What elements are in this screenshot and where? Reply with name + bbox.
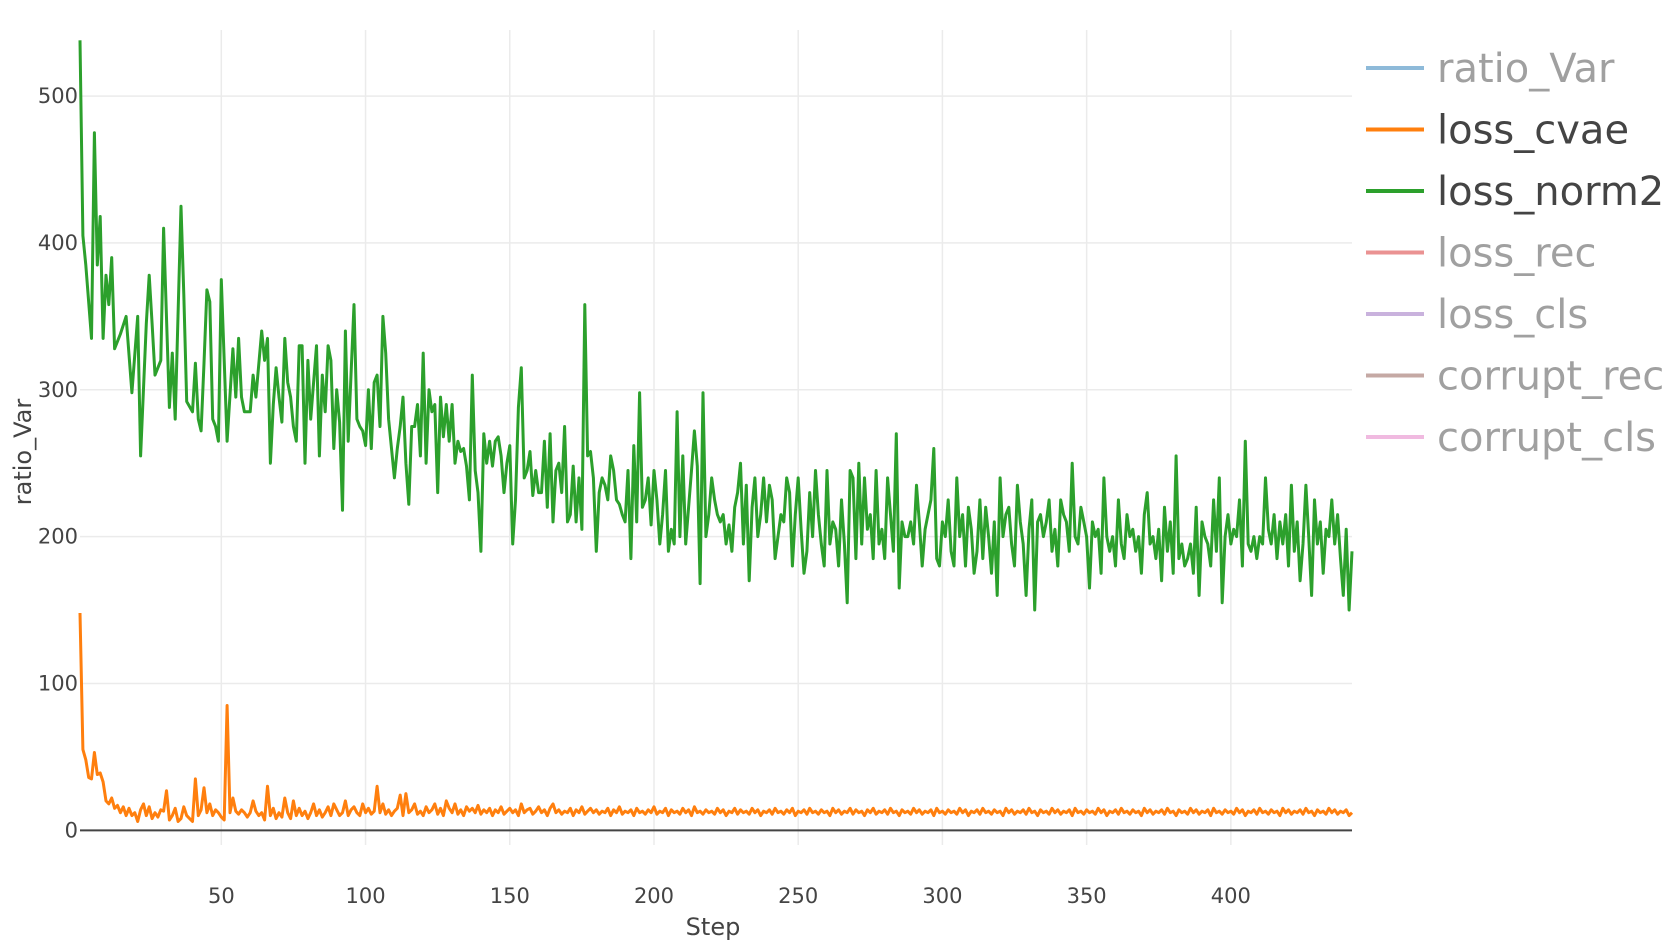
legend-label: loss_cvae [1437,108,1629,154]
legend-item-ratio-Var[interactable]: ratio_Var [1366,46,1615,92]
legend: ratio_Var loss_cvae loss_norm2 loss_recloss… [1366,46,1664,461]
legend-item-loss-rec[interactable]: loss_rec [1366,231,1596,277]
legend-label: corrupt_rec [1437,354,1664,400]
legend-item-loss-norm2[interactable]: loss_norm2 [1366,169,1664,215]
y-axis-title: ratio_Var [9,399,37,506]
x-tick-label: 400 [1211,884,1251,908]
x-tick-label: 300 [922,884,962,908]
legend-label: ratio_Var [1437,46,1615,92]
legend-label: loss_cls [1437,292,1588,338]
x-tick-label: 50 [208,884,235,908]
x-axis-ticks: 50 100 150 200 250 300 350 400 [208,884,1251,908]
y-tick-label: 0 [65,818,78,842]
y-tick-label: 400 [38,231,78,255]
y-tick-label: 500 [38,84,78,108]
y-tick-label: 100 [38,671,78,695]
x-axis-title: Step [686,913,741,941]
x-tick-label: 250 [778,884,818,908]
legend-item-loss-cvae[interactable]: loss_cvae [1366,108,1629,154]
legend-item-corrupt-rec[interactable]: corrupt_rec [1366,354,1664,400]
legend-label: loss_rec [1437,231,1596,277]
y-axis-ticks: 0 100 200 300 400 500 [38,84,78,842]
series-line-loss-norm2 [78,40,1354,612]
y-tick-label: 200 [38,525,78,549]
x-tick-label: 350 [1067,884,1107,908]
legend-item-corrupt-cls[interactable]: corrupt_cls [1366,415,1656,461]
x-tick-label: 200 [634,884,674,908]
x-tick-label: 150 [490,884,530,908]
y-tick-label: 300 [38,378,78,402]
x-tick-label: 100 [346,884,386,908]
series-layer [78,40,1354,823]
legend-label: corrupt_cls [1437,415,1656,461]
series-line-loss-cvae [78,612,1354,823]
legend-item-loss-cls[interactable]: loss_cls [1366,292,1588,338]
legend-label: loss_norm2 [1437,169,1664,215]
